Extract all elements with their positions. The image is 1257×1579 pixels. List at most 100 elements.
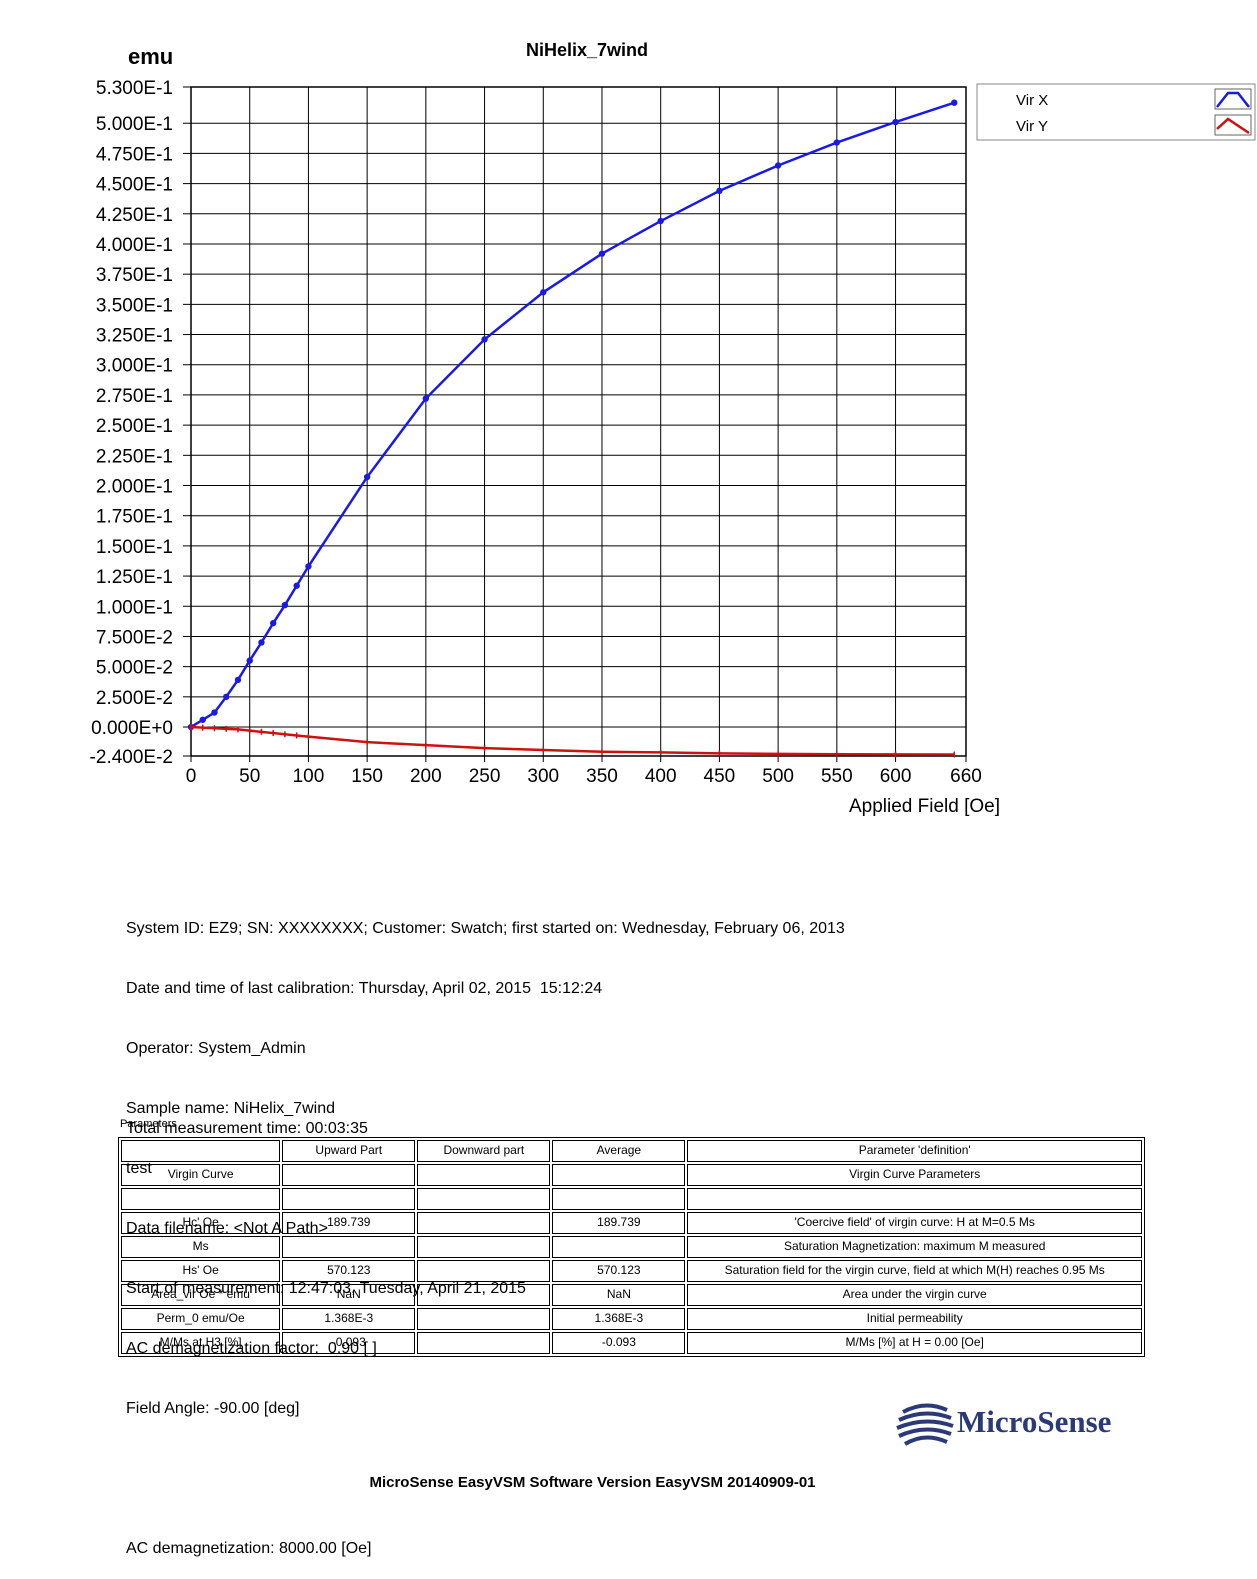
y-axis: 5.300E-1 5.000E-1 4.750E-1 4.500E-1 4.250E-1…	[90, 78, 191, 768]
data-point	[199, 716, 206, 723]
table-cell	[552, 1188, 686, 1210]
table-cell	[552, 1164, 686, 1186]
data-point	[281, 601, 289, 609]
data-point	[951, 99, 958, 106]
table-cell: Hc' Oe	[121, 1212, 281, 1234]
legend-label: Vir X	[1016, 92, 1048, 109]
table-header-cell: Downward part	[417, 1140, 551, 1162]
table-cell	[552, 1236, 686, 1258]
table-cell	[687, 1188, 1142, 1210]
y-tick-label: 2.250E-1	[96, 446, 173, 467]
table-cell	[282, 1236, 416, 1258]
table-row: Hs' Oe 570.123 570.123 Saturation field for…	[121, 1260, 1142, 1282]
table-cell: Saturation field for the virgin curve, f…	[687, 1260, 1142, 1282]
microsense-logo-text: MicroSense	[957, 1404, 1112, 1439]
legend-label: Vir Y	[1016, 118, 1048, 135]
x-tick-label: 660	[950, 766, 982, 787]
legend-swatch	[1214, 114, 1252, 136]
table-cell	[417, 1284, 551, 1306]
data-point	[223, 693, 230, 701]
table-cell	[417, 1260, 551, 1282]
legend-line-icon	[1216, 91, 1250, 108]
x-tick-label: 550	[821, 766, 853, 787]
table-header-cell: Average	[552, 1140, 686, 1162]
y-tick-label: 3.250E-1	[96, 326, 173, 347]
table-row: Perm_0 emu/Oe 1.368E-3 1.368E-3 Initial per…	[121, 1308, 1142, 1330]
table-cell: Virgin Curve Parameters	[687, 1164, 1142, 1186]
y-tick-label: 4.500E-1	[96, 175, 173, 196]
data-point	[211, 709, 218, 716]
y-tick-label: 5.300E-1	[96, 78, 173, 99]
info-calibration: Date and time of last calibration: Thurs…	[126, 980, 603, 997]
x-tick-label: 450	[704, 766, 736, 787]
x-axis-label: Applied Field [Oe]	[849, 796, 1000, 817]
data-point	[598, 250, 606, 257]
info-field-angle: Field Angle: -90.00 [deg]	[126, 1400, 300, 1417]
x-tick-label: 250	[469, 766, 501, 787]
x-axis: 0 50 100 150 200 250 300 350 400 450 500 550 600 660	[186, 756, 982, 787]
table-cell: M/Ms at H3 [%]	[121, 1332, 281, 1354]
footer-version: MicroSense EasyVSM Software Version Easy…	[369, 1474, 816, 1491]
data-point	[716, 187, 723, 195]
data-point	[540, 289, 547, 296]
table-cell	[282, 1164, 416, 1186]
table-cell: NaN	[552, 1284, 686, 1306]
table-cell	[417, 1332, 551, 1354]
x-tick-label: 350	[586, 766, 618, 787]
legend-line-icon	[1216, 117, 1250, 135]
data-point	[481, 336, 488, 343]
table-row: Ms Saturation Magnetization: maximum M me…	[121, 1236, 1142, 1258]
table-row: Virgin Curve Virgin Curve Parameters	[121, 1164, 1142, 1186]
x-tick-label: 100	[293, 766, 325, 787]
y-tick-label: 4.000E-1	[96, 235, 173, 256]
x-tick-label: 500	[762, 766, 794, 787]
x-tick-label: 0	[186, 766, 197, 787]
plot-frame	[190, 86, 967, 757]
table-cell: Area_vir Oe * emu	[121, 1284, 281, 1306]
info-operator: Operator: System_Admin	[126, 1040, 306, 1057]
parameters-table: Upward Part Downward part Average Parameter…	[118, 1137, 1145, 1357]
info-sample: Sample name: NiHelix_7wind	[126, 1100, 335, 1117]
data-point	[657, 217, 664, 225]
y-tick-label: 3.500E-1	[96, 295, 173, 316]
chart-grid	[190, 86, 967, 757]
data-point	[422, 395, 430, 402]
microsense-logo-icon	[896, 1403, 954, 1446]
x-tick-label: 50	[239, 766, 260, 787]
table-cell: -0.093	[552, 1332, 686, 1354]
y-axis-label: emu	[128, 44, 173, 69]
y-tick-label: 1.000E-1	[96, 597, 173, 618]
x-tick-label: 200	[410, 766, 442, 787]
y-tick-label: 3.750E-1	[96, 265, 173, 286]
table-row: Hc' Oe 189.739 189.739 'Coercive field' of …	[121, 1212, 1142, 1234]
series-line-vir-x	[190, 101, 955, 729]
y-tick-label: 5.000E-2	[96, 658, 173, 679]
chart-title: NiHelix_7wind	[526, 40, 648, 60]
y-tick-label: 1.750E-1	[96, 507, 173, 528]
table-header-cell: Parameter 'definition'	[687, 1140, 1142, 1162]
table-cell: -0.093	[282, 1332, 416, 1354]
data-point	[234, 676, 242, 684]
info-total-time: Total measurement time: 00:03:35	[126, 1120, 368, 1133]
table-cell: Saturation Magnetization: maximum M meas…	[687, 1236, 1142, 1258]
data-point	[305, 563, 312, 570]
data-point	[293, 582, 300, 589]
chart-series	[187, 99, 958, 758]
table-cell: 189.739	[552, 1212, 686, 1234]
y-tick-label: 3.000E-1	[96, 356, 173, 377]
table-row: Area_vir Oe * emu NaN NaN Area under the vi…	[121, 1284, 1142, 1306]
y-tick-label: 5.000E-1	[96, 114, 173, 135]
y-tick-label: 2.500E-2	[96, 688, 173, 709]
table-cell: 'Coercive field' of virgin curve: H at M…	[687, 1212, 1142, 1234]
series-line-vir-y	[190, 725, 955, 756]
y-tick-label: 0.000E+0	[91, 718, 173, 739]
table-header-cell: Upward Part	[282, 1140, 416, 1162]
y-tick-label: 1.250E-1	[96, 567, 173, 588]
chart: 0 50 100 150 200 250 300 350 400 450 500 550 600 660 …	[90, 40, 1256, 817]
y-tick-label: 4.750E-1	[96, 144, 173, 165]
table-row: M/Ms at H3 [%] -0.093 -0.093 M/Ms [%] at H …	[121, 1332, 1142, 1354]
data-point	[833, 139, 841, 146]
info-ac-factor: AC demagnetization factor: 0.90 [ ]	[126, 1340, 377, 1357]
table-cell	[417, 1236, 551, 1258]
data-point	[246, 657, 253, 664]
